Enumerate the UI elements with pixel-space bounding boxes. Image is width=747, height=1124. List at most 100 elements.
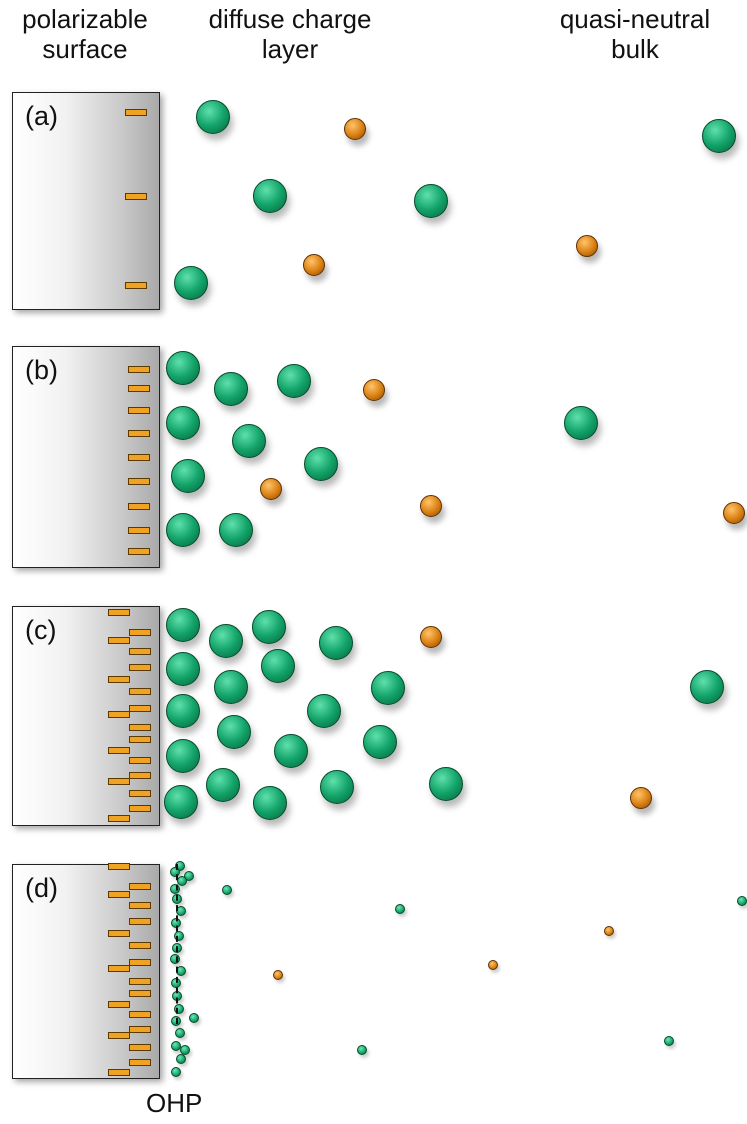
surface-charge bbox=[129, 648, 151, 655]
cation bbox=[363, 379, 385, 401]
anion bbox=[166, 406, 200, 440]
anion bbox=[166, 513, 200, 547]
anion bbox=[206, 768, 240, 802]
surface-charge bbox=[129, 705, 151, 712]
cation bbox=[303, 254, 325, 276]
surface-charge bbox=[129, 664, 151, 671]
anion bbox=[166, 652, 200, 686]
surface-charge bbox=[108, 747, 130, 754]
surface-charge bbox=[128, 548, 150, 555]
anion bbox=[414, 184, 448, 218]
surface-charge bbox=[129, 629, 151, 636]
header-polarizable-surface: polarizable surface bbox=[22, 4, 148, 64]
anion bbox=[690, 670, 724, 704]
surface-charge bbox=[129, 688, 151, 695]
surface-charge bbox=[129, 959, 151, 966]
surface-charge bbox=[129, 990, 151, 997]
surface-charge bbox=[129, 805, 151, 812]
anion-small bbox=[222, 885, 232, 895]
anion bbox=[171, 459, 205, 493]
anion bbox=[252, 610, 286, 644]
surface-charge bbox=[108, 930, 130, 937]
anion-small bbox=[176, 1054, 186, 1064]
surface-charge bbox=[128, 366, 150, 373]
anion bbox=[166, 608, 200, 642]
anion bbox=[304, 447, 338, 481]
anion-small bbox=[737, 896, 747, 906]
anion-small bbox=[175, 861, 185, 871]
surface-charge bbox=[108, 609, 130, 616]
surface-charge bbox=[129, 918, 151, 925]
anion bbox=[702, 119, 736, 153]
anion bbox=[217, 715, 251, 749]
surface-charge bbox=[108, 863, 130, 870]
anion bbox=[166, 739, 200, 773]
anion-small bbox=[357, 1045, 367, 1055]
surface-charge bbox=[129, 883, 151, 890]
anion-small bbox=[170, 867, 180, 877]
surface-charge bbox=[129, 1044, 151, 1051]
header-diffuse-charge-layer: diffuse charge layer bbox=[208, 4, 372, 64]
anion-small bbox=[170, 954, 180, 964]
surface-charge bbox=[108, 1032, 130, 1039]
anion bbox=[196, 100, 230, 134]
surface-charge bbox=[128, 385, 150, 392]
cation bbox=[630, 787, 652, 809]
surface-charge bbox=[129, 1011, 151, 1018]
anion bbox=[209, 624, 243, 658]
cation-small bbox=[273, 970, 283, 980]
cation bbox=[723, 502, 745, 524]
anion bbox=[253, 786, 287, 820]
anion bbox=[319, 626, 353, 660]
anion bbox=[274, 734, 308, 768]
anion bbox=[307, 694, 341, 728]
surface-charge bbox=[125, 109, 147, 116]
anion bbox=[219, 513, 253, 547]
surface-charge bbox=[129, 1059, 151, 1066]
surface-charge bbox=[129, 978, 151, 985]
anion-small bbox=[664, 1036, 674, 1046]
surface-charge bbox=[108, 778, 130, 785]
anion-small bbox=[174, 1004, 184, 1014]
anion-small bbox=[171, 1067, 181, 1077]
anion-small bbox=[170, 884, 180, 894]
panel-label: (b) bbox=[25, 355, 58, 385]
surface-charge bbox=[108, 1069, 130, 1076]
panel-label: (a) bbox=[25, 101, 58, 131]
electrode-c: (c) bbox=[12, 606, 160, 826]
surface-charge bbox=[129, 1026, 151, 1033]
ohp-line bbox=[176, 864, 178, 1024]
surface-charge bbox=[108, 1001, 130, 1008]
anion-small bbox=[174, 931, 184, 941]
anion bbox=[564, 406, 598, 440]
cation-small bbox=[488, 960, 498, 970]
anion bbox=[429, 767, 463, 801]
surface-charge bbox=[108, 711, 130, 718]
surface-charge bbox=[129, 902, 151, 909]
anion bbox=[363, 725, 397, 759]
surface-charge bbox=[108, 891, 130, 898]
anion bbox=[320, 770, 354, 804]
surface-charge bbox=[129, 736, 151, 743]
surface-charge bbox=[128, 527, 150, 534]
cation bbox=[576, 235, 598, 257]
anion bbox=[232, 424, 266, 458]
cation bbox=[420, 626, 442, 648]
anion bbox=[174, 266, 208, 300]
panel-label: (d) bbox=[25, 873, 58, 903]
anion-small bbox=[189, 1013, 199, 1023]
anion-small bbox=[395, 904, 405, 914]
anion bbox=[166, 351, 200, 385]
surface-charge bbox=[125, 193, 147, 200]
cation bbox=[344, 118, 366, 140]
cation bbox=[420, 495, 442, 517]
surface-charge bbox=[108, 637, 130, 644]
surface-charge bbox=[108, 676, 130, 683]
panel-label: (c) bbox=[25, 615, 57, 645]
surface-charge bbox=[128, 478, 150, 485]
surface-charge bbox=[129, 757, 151, 764]
surface-charge bbox=[108, 815, 130, 822]
surface-charge bbox=[129, 942, 151, 949]
anion-small bbox=[180, 1045, 190, 1055]
surface-charge bbox=[108, 965, 130, 972]
